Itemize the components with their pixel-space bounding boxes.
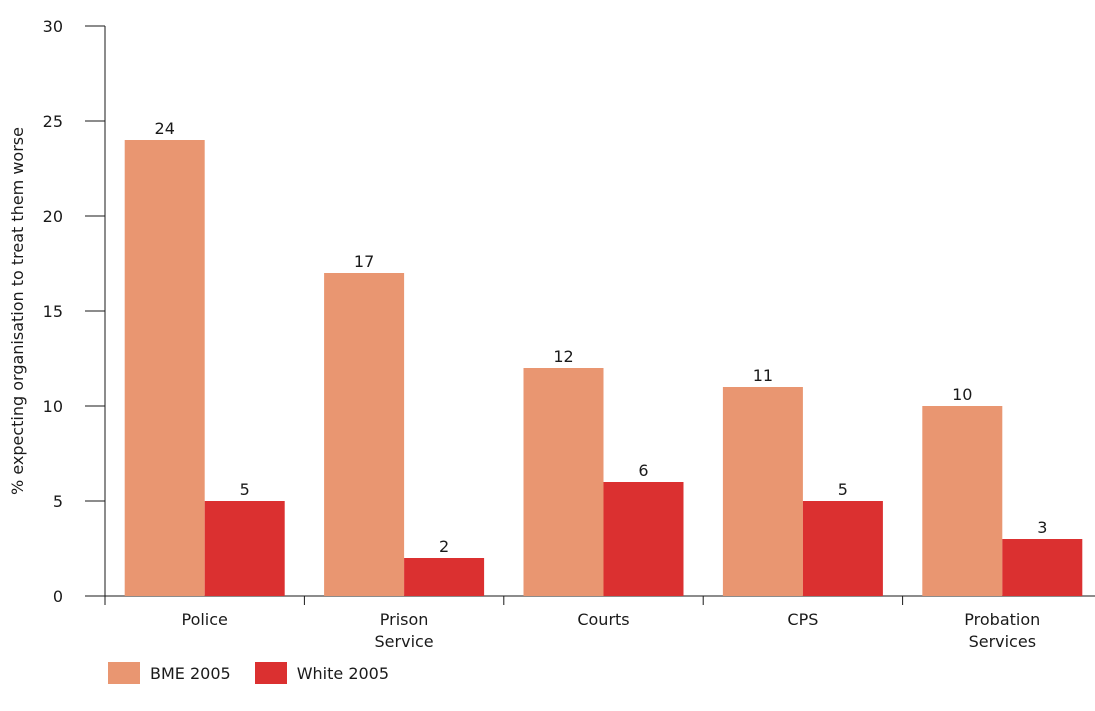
category-label: Probation Services — [964, 610, 1040, 651]
bar-white — [802, 501, 883, 596]
bar-bme — [922, 406, 1003, 596]
legend: BME 2005 White 2005 — [108, 662, 413, 684]
bar-bme — [124, 140, 205, 596]
data-labels: 24 5 17 2 12 6 11 5 10 3 — [155, 119, 1048, 556]
bar-white — [603, 482, 684, 596]
x-axis: Police Prison Service Courts CPS Probation Ser… — [104, 595, 1095, 651]
y-tick-label: 0 — [53, 587, 63, 606]
bar-value-label: 6 — [638, 461, 648, 480]
y-tick-label: 5 — [53, 492, 63, 511]
bar-value-label: 11 — [753, 366, 773, 385]
bar-value-label: 3 — [1037, 518, 1047, 537]
category-label: CPS — [787, 610, 818, 629]
bar-white — [404, 558, 485, 596]
y-tick-label: 30 — [43, 17, 63, 36]
y-tick-label: 25 — [43, 112, 63, 131]
legend-label-bme: BME 2005 — [150, 663, 231, 683]
category-label: Police — [181, 610, 227, 629]
y-tick-label: 10 — [43, 397, 63, 416]
bar-value-label: 24 — [155, 119, 175, 138]
category-label: Prison Service — [375, 610, 434, 651]
bars — [124, 140, 1083, 596]
legend-label-white: White 2005 — [296, 663, 390, 683]
bar-bme — [722, 387, 803, 596]
bar-bme — [324, 273, 405, 596]
bar-value-label: 17 — [354, 252, 374, 271]
y-tick-label: 20 — [43, 207, 63, 226]
legend-swatch-bme — [108, 662, 140, 684]
bar-value-label: 12 — [553, 347, 573, 366]
legend-swatch-white — [254, 662, 287, 684]
legend-item-bme: BME 2005 — [108, 662, 231, 684]
y-tick-label: 15 — [43, 302, 63, 321]
bar-value-label: 2 — [439, 537, 449, 556]
bar-bme — [523, 368, 604, 596]
category-label: Courts — [577, 610, 629, 629]
y-axis-label: % expecting organisation to treat them w… — [8, 127, 27, 495]
bar-value-label: 5 — [240, 480, 250, 499]
bar-white — [1002, 539, 1083, 596]
legend-item-white: White 2005 — [254, 662, 390, 684]
bar-white — [204, 501, 285, 596]
y-axis: 0 5 10 15 20 25 30 — [43, 17, 106, 606]
bar-value-label: 10 — [952, 385, 972, 404]
bar-value-label: 5 — [838, 480, 848, 499]
